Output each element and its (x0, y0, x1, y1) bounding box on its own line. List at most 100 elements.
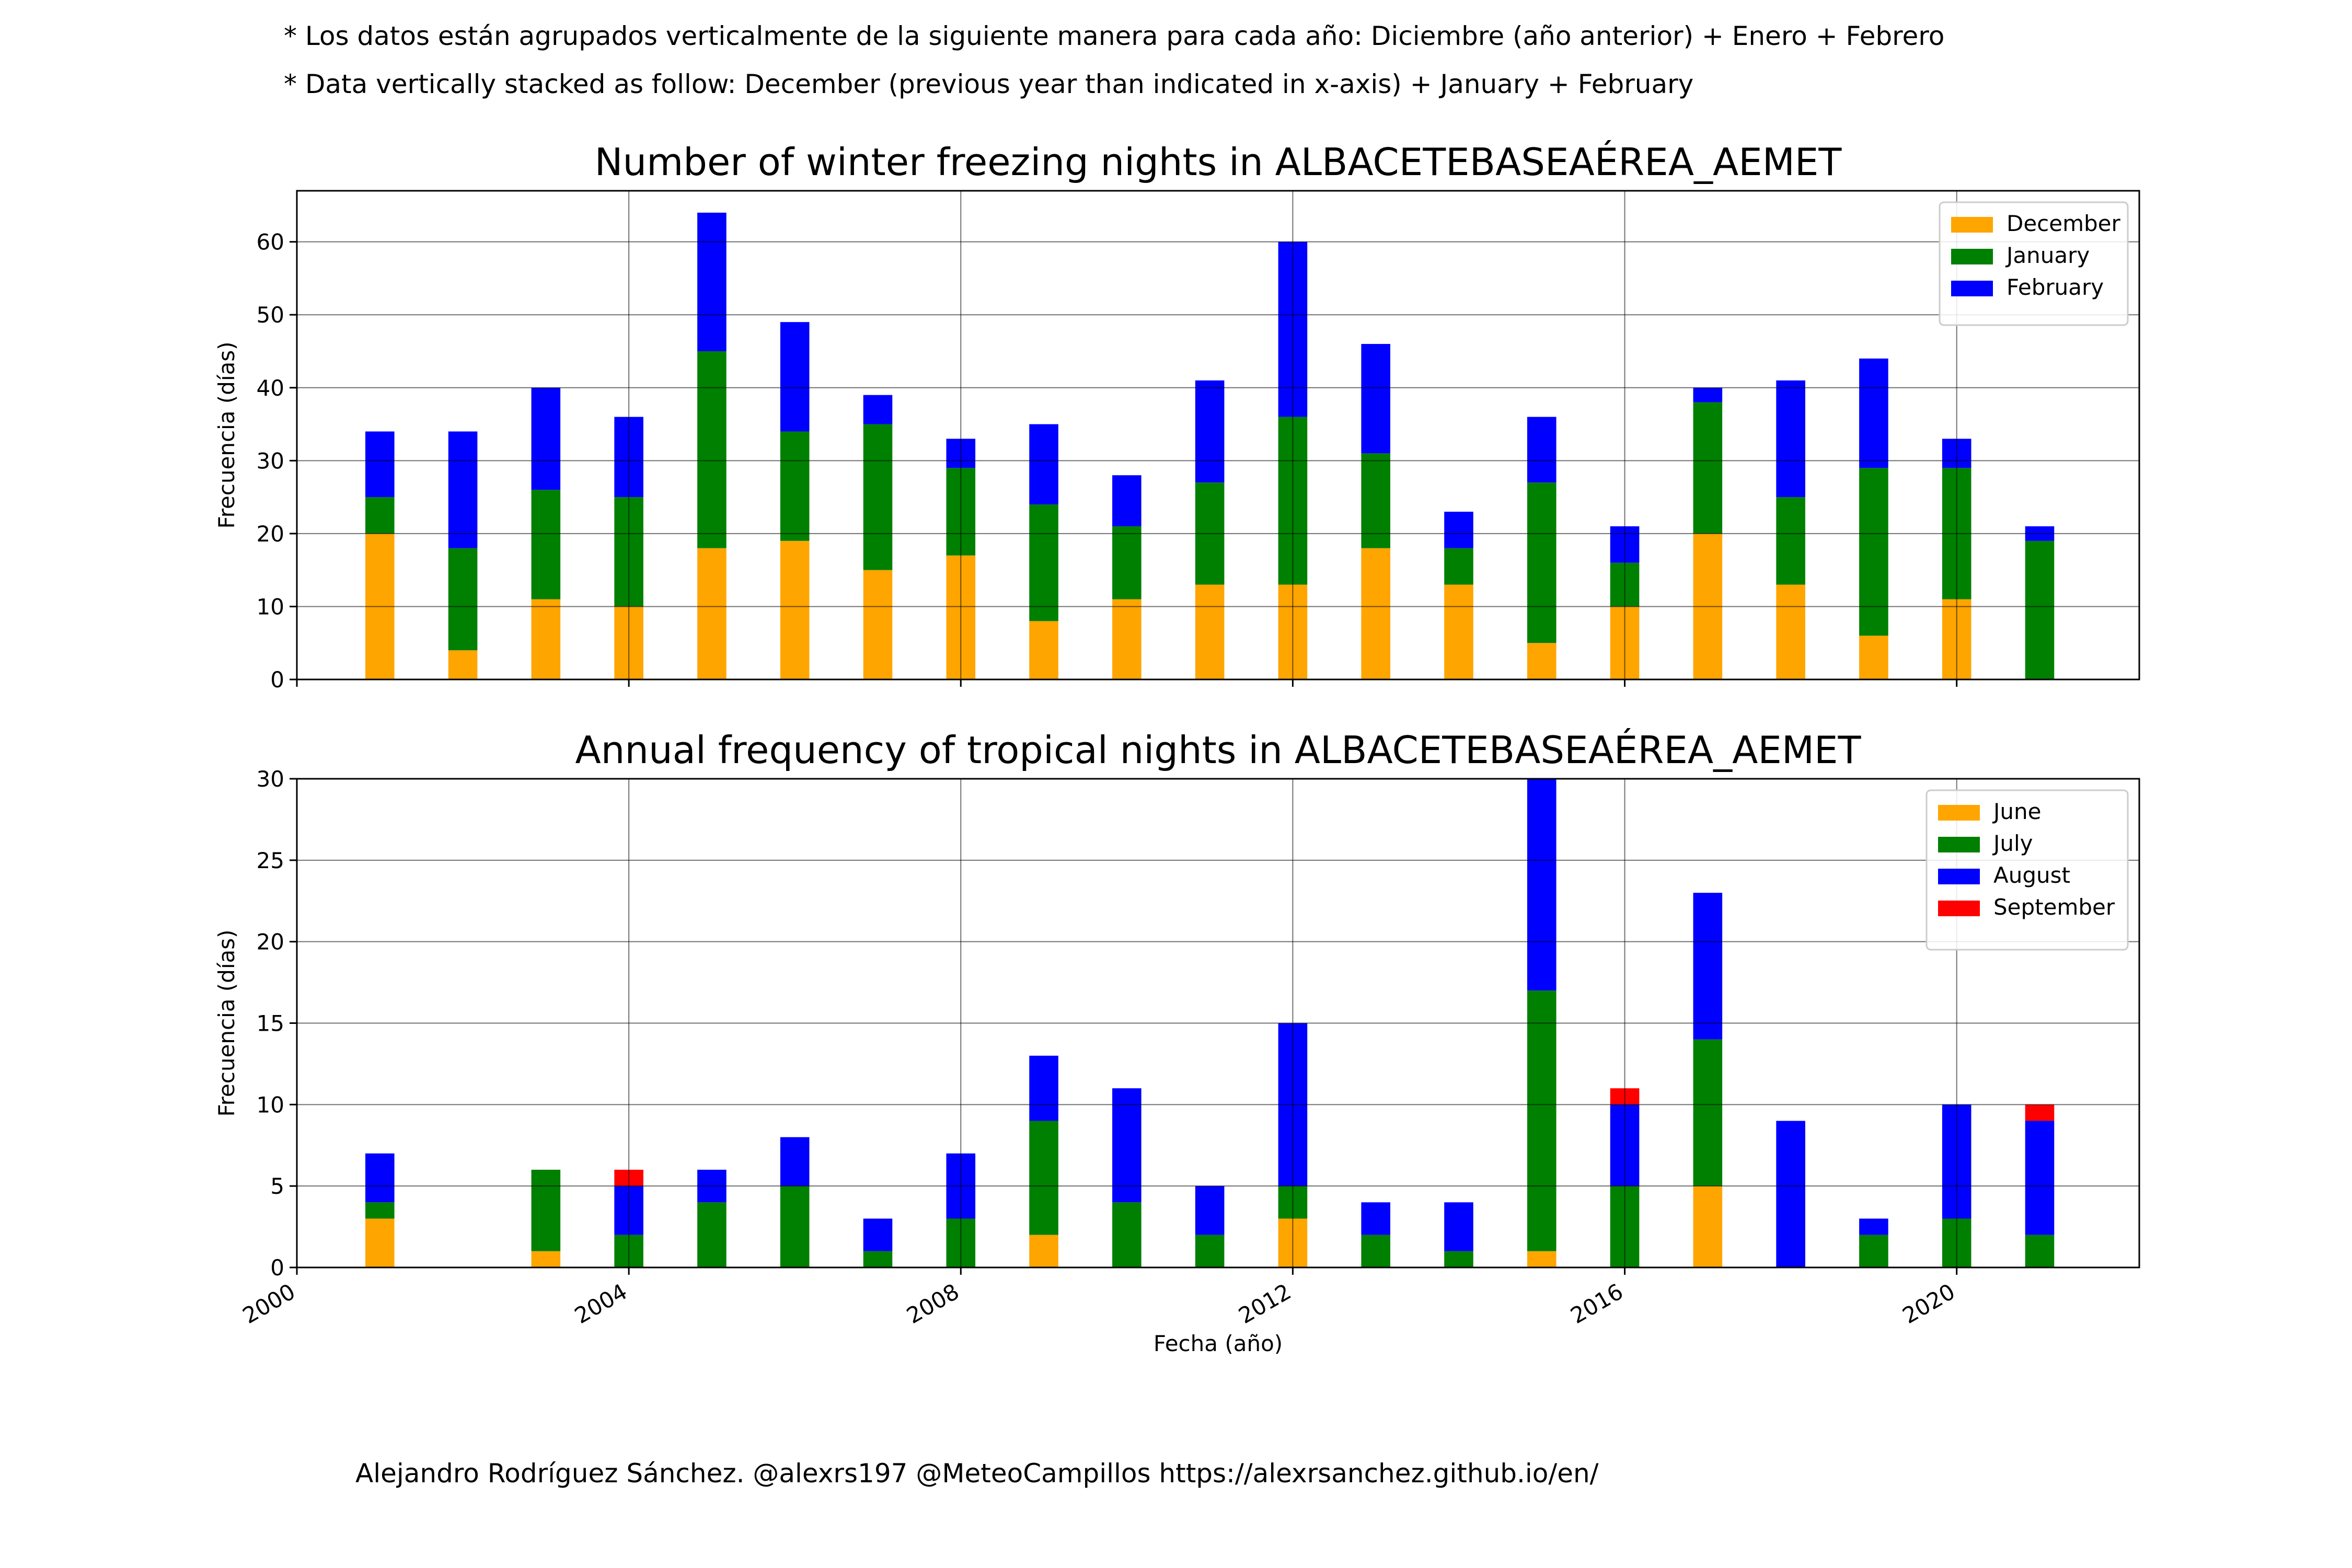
chart2-xtick-label-2020: 2020 (1898, 1278, 1959, 1329)
chart2-bar-august-2021 (2025, 1121, 2055, 1235)
chart1-bar-january-2005 (697, 351, 727, 548)
chart2-bar-july-2019 (1859, 1235, 1888, 1267)
note-spanish: * Los datos están agrupados verticalment… (284, 21, 1945, 51)
chart1-bar-january-2009 (1029, 504, 1058, 621)
chart1-bar-february-2011 (1195, 380, 1225, 483)
chart1-bar-february-2017 (1693, 387, 1723, 402)
chart1-ytick-label-20: 20 (257, 521, 284, 547)
chart2-ytick-label-10: 10 (257, 1092, 284, 1117)
chart1-axes-frame (296, 190, 2140, 681)
chart1-bar-december-2003 (531, 599, 561, 679)
chart2-bar-june-2015 (1527, 1251, 1557, 1267)
chart1-legend-swatch-december (1951, 217, 1993, 233)
chart1-bar-january-2013 (1361, 453, 1390, 548)
chart1-bar-february-2014 (1444, 512, 1473, 548)
note-english: * Data vertically stacked as follow: Dec… (284, 69, 1694, 99)
chart2-legend-label-july: July (1992, 831, 2033, 856)
chart2-ytick-label-25: 25 (257, 848, 284, 873)
chart1-bar-january-2002 (448, 548, 478, 651)
chart1-bar-february-2007 (863, 395, 893, 424)
chart2-bar-july-2015 (1527, 990, 1557, 1251)
credit-line: Alejandro Rodríguez Sánchez. @alexrs197 … (355, 1458, 1599, 1489)
chart1-bar-january-2001 (365, 497, 395, 534)
chart2-bar-august-2017 (1693, 893, 1723, 1040)
chart1-bar-january-2014 (1444, 548, 1473, 585)
chart2-bar-august-2009 (1029, 1055, 1058, 1121)
chart2-bar-september-2021 (2025, 1104, 2055, 1121)
chart1-bar-december-2006 (780, 540, 810, 679)
chart1-bar-february-2013 (1361, 344, 1390, 454)
chart2-ytick-label-5: 5 (270, 1173, 284, 1199)
chart2-bar-july-2003 (531, 1170, 561, 1251)
chart1-bar-january-2010 (1112, 526, 1142, 599)
chart1-ylabel: Frecuencia (días) (214, 341, 239, 528)
chart2-legend-label-june: June (1992, 799, 2041, 824)
chart2-bar-august-2014 (1444, 1202, 1473, 1251)
chart2-bar-july-2007 (863, 1251, 893, 1267)
chart2-legend-swatch-july (1938, 837, 1980, 852)
chart1-ytick-label-0: 0 (270, 667, 284, 693)
chart2-ytick-label-30: 30 (257, 766, 284, 792)
chart2-ytick-label-15: 15 (257, 1011, 284, 1036)
chart1-bar-january-2021 (2025, 540, 2055, 679)
chart2-bar-june-2003 (531, 1251, 561, 1267)
chart2-bar-august-2007 (863, 1218, 893, 1251)
chart1-ytick-label-10: 10 (257, 594, 284, 619)
chart2-xtick-label-2004: 2004 (570, 1278, 631, 1329)
chart1-legend-label-february: February (2007, 274, 2104, 300)
chart1-bar-february-2018 (1776, 380, 1805, 498)
chart1-bar-december-2009 (1029, 621, 1058, 679)
chart2-axes-frame (296, 778, 2140, 1269)
chart1-bar-february-2002 (448, 431, 478, 548)
chart1-bar-february-2009 (1029, 424, 1058, 505)
chart2-ytick-label-20: 20 (257, 929, 284, 955)
chart2-legend-swatch-september (1938, 901, 1980, 916)
chart2-legend-label-september: September (1993, 894, 2115, 920)
chart1-ytick-label-30: 30 (257, 448, 284, 474)
chart1-bar-february-2003 (531, 387, 561, 490)
chart2-bar-july-2006 (780, 1186, 810, 1267)
chart2-bar-july-2009 (1029, 1121, 1058, 1235)
chart1-bar-january-2018 (1776, 497, 1805, 585)
chart1-title: Number of winter freezing nights in ALBA… (595, 140, 1842, 184)
chart2-bar-july-2017 (1693, 1039, 1723, 1186)
chart2-bar-august-2019 (1859, 1218, 1888, 1235)
chart1-bar-december-2007 (863, 570, 893, 679)
chart2-xtick-label-2000: 2000 (238, 1278, 299, 1329)
chart2-ytick-label-0: 0 (270, 1255, 284, 1281)
chart2-title: Annual frequency of tropical nights in A… (575, 728, 1862, 772)
chart1-bar-december-2015 (1527, 643, 1557, 679)
chart2-xtick-label-2012: 2012 (1234, 1278, 1295, 1329)
chart2-bar-july-2001 (365, 1202, 395, 1219)
chart2-bar-june-2017 (1693, 1186, 1723, 1267)
chart2-bar-july-2013 (1361, 1235, 1390, 1267)
chart1-legend-label-december: December (2007, 211, 2121, 236)
chart2-xtick-label-2008: 2008 (902, 1278, 963, 1329)
chart1-bar-december-2011 (1195, 584, 1225, 679)
chart2-xtick-label-2016: 2016 (1566, 1278, 1627, 1329)
chart1-bar-december-2019 (1859, 636, 1888, 679)
chart2-bar-june-2009 (1029, 1235, 1058, 1267)
chart1-bar-january-2017 (1693, 402, 1723, 534)
chart1-legend-swatch-february (1951, 281, 1993, 296)
chart2-legend-swatch-june (1938, 805, 1980, 821)
chart1-bar-january-2007 (863, 424, 893, 570)
chart2-bar-august-2018 (1776, 1121, 1805, 1267)
chart1-bar-february-2001 (365, 431, 395, 498)
chart1-bar-december-2014 (1444, 584, 1473, 679)
chart1-bar-february-2010 (1112, 475, 1142, 526)
chart2-bar-july-2021 (2025, 1235, 2055, 1267)
chart2-legend-label-august: August (1993, 862, 2070, 888)
chart1-bar-december-2005 (697, 548, 727, 679)
chart1-bar-february-2015 (1527, 417, 1557, 483)
chart2-bar-august-2010 (1112, 1088, 1142, 1203)
chart1-bar-january-2006 (780, 431, 810, 541)
chart1-bar-february-2019 (1859, 358, 1888, 468)
chart1-ytick-label-40: 40 (257, 375, 284, 401)
chart1-bar-december-2002 (448, 650, 478, 679)
chart2-legend-swatch-august (1938, 869, 1980, 884)
chart2-bar-august-2001 (365, 1153, 395, 1203)
chart1-bar-january-2019 (1859, 468, 1888, 636)
chart2-bar-july-2005 (697, 1202, 727, 1267)
